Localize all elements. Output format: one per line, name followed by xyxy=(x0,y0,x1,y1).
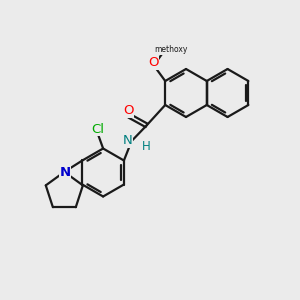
Text: H: H xyxy=(142,140,150,153)
Text: O: O xyxy=(123,104,133,117)
Text: O: O xyxy=(148,56,158,69)
Text: N: N xyxy=(122,134,132,147)
Text: methoxy: methoxy xyxy=(154,45,188,54)
Text: N: N xyxy=(59,166,70,179)
Text: Cl: Cl xyxy=(91,123,104,136)
